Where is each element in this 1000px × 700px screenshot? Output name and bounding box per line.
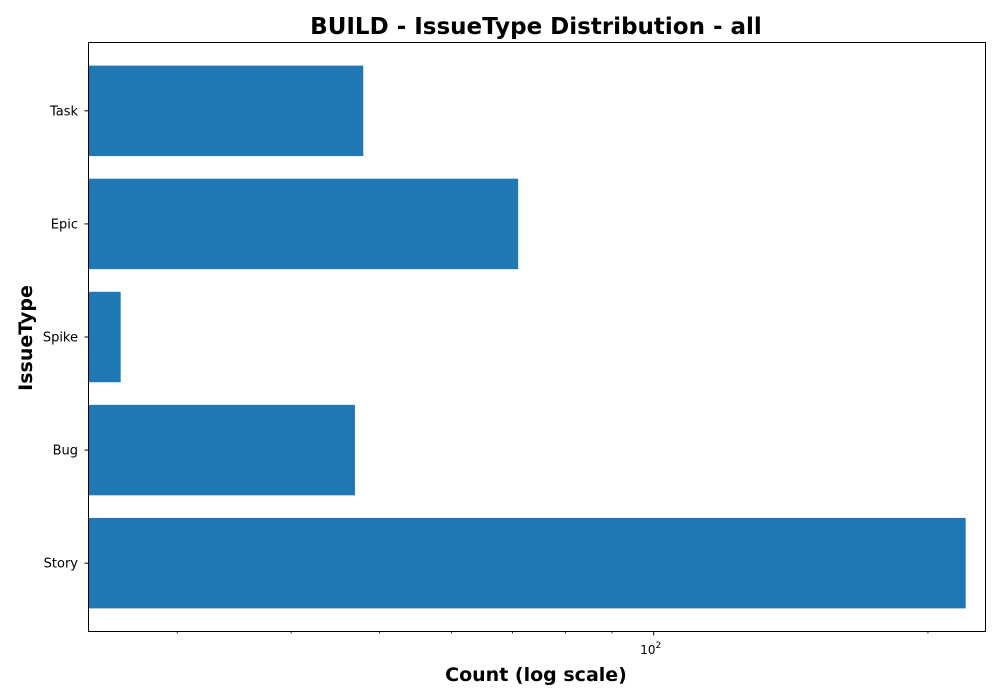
bar-epic bbox=[89, 178, 519, 270]
bar-story bbox=[89, 517, 966, 609]
y-tick-label-epic: Epic bbox=[51, 217, 78, 232]
y-tick-label-story: Story bbox=[44, 557, 79, 572]
bar-task bbox=[89, 65, 364, 157]
y-axis-ticks: Story Bug Spike Epic Task bbox=[43, 104, 89, 572]
x-axis-label: Count (log scale) bbox=[445, 664, 627, 686]
bars-group bbox=[89, 65, 966, 609]
y-tick-label-spike: Spike bbox=[43, 331, 78, 346]
x-tick-exponent: 2 bbox=[655, 641, 661, 651]
chart-title: BUILD - IssueType Distribution - all bbox=[310, 14, 762, 40]
plot-frame bbox=[88, 42, 986, 632]
bar-bug bbox=[89, 404, 355, 496]
y-tick-label-task: Task bbox=[49, 104, 79, 119]
bar-spike bbox=[89, 291, 121, 383]
y-axis-label: IssueType bbox=[15, 285, 37, 391]
y-tick-label-bug: Bug bbox=[53, 444, 78, 459]
